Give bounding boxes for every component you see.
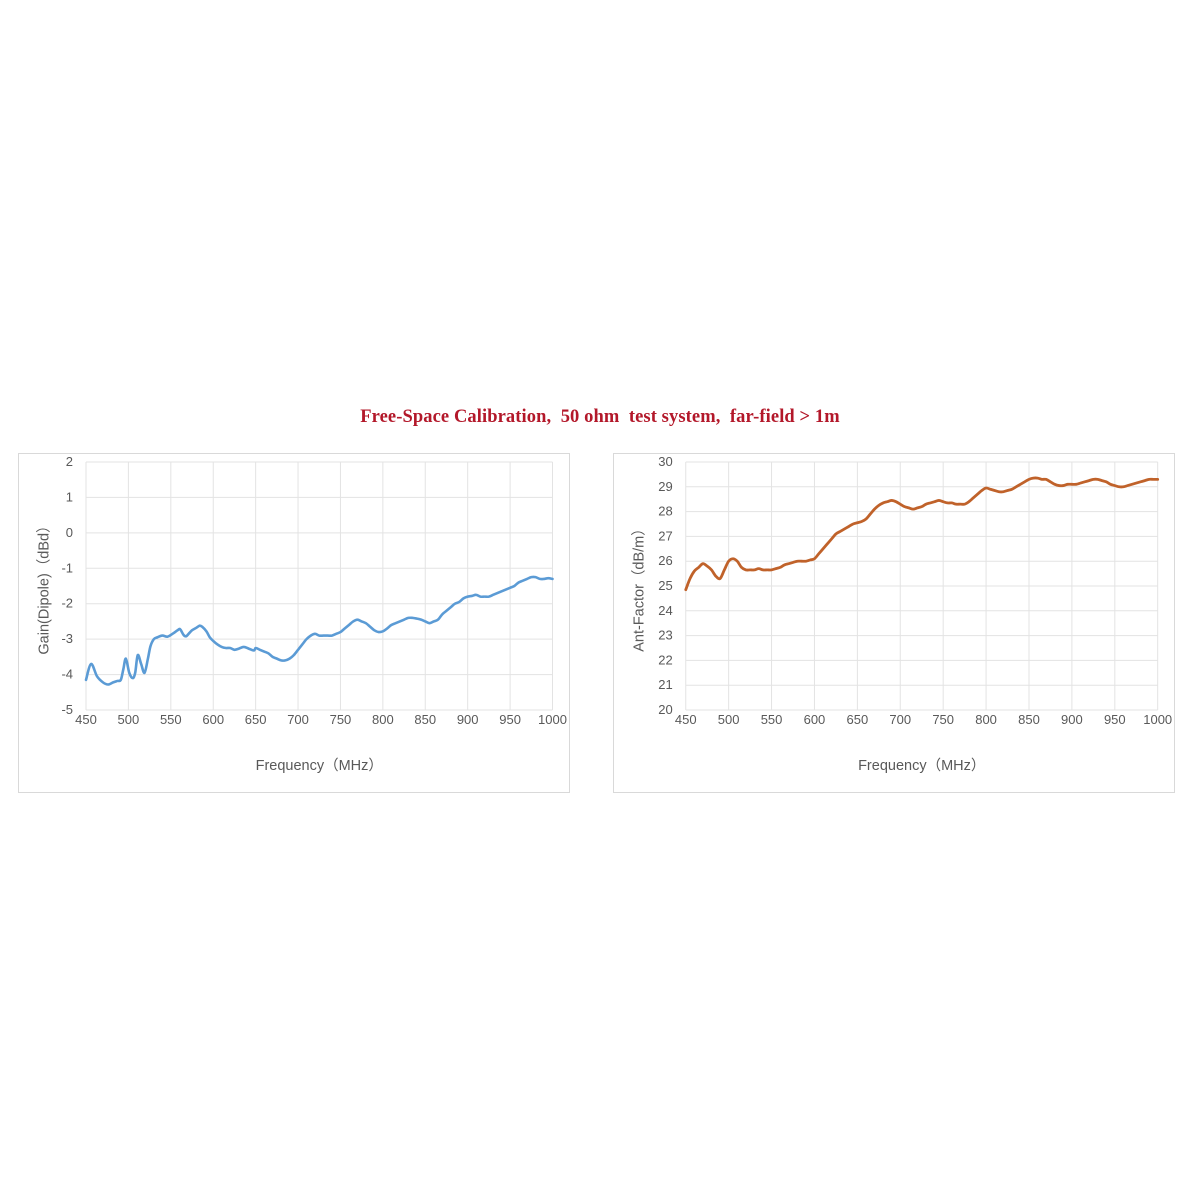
svg-text:30: 30 <box>658 454 672 469</box>
svg-text:1: 1 <box>66 489 73 504</box>
svg-text:-5: -5 <box>61 702 73 717</box>
svg-text:21: 21 <box>658 677 672 692</box>
svg-text:0: 0 <box>66 525 73 540</box>
svg-text:27: 27 <box>658 528 672 543</box>
svg-text:26: 26 <box>658 553 672 568</box>
svg-text:-4: -4 <box>61 667 73 682</box>
svg-text:600: 600 <box>804 712 826 727</box>
svg-text:450: 450 <box>75 712 97 727</box>
svg-text:24: 24 <box>658 603 672 618</box>
svg-text:450: 450 <box>675 712 697 727</box>
svg-text:950: 950 <box>499 712 521 727</box>
svg-text:650: 650 <box>245 712 267 727</box>
svg-text:-2: -2 <box>61 596 73 611</box>
svg-text:1000: 1000 <box>1143 712 1172 727</box>
svg-text:550: 550 <box>761 712 783 727</box>
svg-text:850: 850 <box>1018 712 1040 727</box>
svg-text:500: 500 <box>118 712 140 727</box>
svg-text:700: 700 <box>889 712 911 727</box>
svg-text:900: 900 <box>1061 712 1083 727</box>
svg-text:1000: 1000 <box>538 712 567 727</box>
svg-text:23: 23 <box>658 628 672 643</box>
svg-text:2: 2 <box>66 454 73 469</box>
svg-text:950: 950 <box>1104 712 1126 727</box>
svg-text:29: 29 <box>658 479 672 494</box>
svg-text:650: 650 <box>847 712 869 727</box>
svg-text:22: 22 <box>658 652 672 667</box>
svg-text:900: 900 <box>457 712 479 727</box>
svg-text:700: 700 <box>287 712 309 727</box>
svg-text:500: 500 <box>718 712 740 727</box>
svg-text:800: 800 <box>975 712 997 727</box>
svg-text:28: 28 <box>658 504 672 519</box>
svg-text:-3: -3 <box>61 631 73 646</box>
svg-text:750: 750 <box>932 712 954 727</box>
svg-text:20: 20 <box>658 702 672 717</box>
svg-text:600: 600 <box>202 712 224 727</box>
svg-text:550: 550 <box>160 712 182 727</box>
svg-text:25: 25 <box>658 578 672 593</box>
svg-text:-1: -1 <box>61 560 73 575</box>
svg-text:750: 750 <box>330 712 352 727</box>
svg-text:800: 800 <box>372 712 394 727</box>
svg-text:850: 850 <box>414 712 436 727</box>
